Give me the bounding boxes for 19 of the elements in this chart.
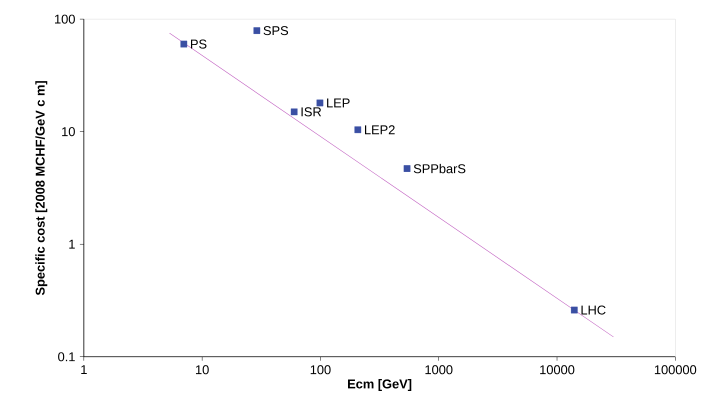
annotation: SPS: [264, 26, 288, 36]
annotation: ISR: [302, 107, 322, 116]
x-tick-label: 100: [310, 365, 331, 374]
x-axis-title: Ecm [GeV]: [348, 379, 412, 392]
annotation: LEP2: [364, 125, 395, 134]
y-axis-title: Specific cost [2008 MCHF/GeV c m]: [35, 81, 48, 296]
x-tick-label: 1000: [425, 365, 452, 374]
y-tick-label: 0.1: [58, 352, 75, 362]
y-tick-label: 10: [62, 127, 75, 136]
x-tick-label: 10000: [540, 365, 574, 374]
x-tick-label: 1: [81, 365, 87, 374]
annotation: PS: [190, 40, 206, 49]
x-tick-label: 100000: [654, 365, 696, 374]
annotation: LHC: [581, 306, 606, 315]
annotation: LEP: [327, 98, 350, 108]
x-tick-label: 10: [196, 365, 209, 374]
y-tick-label: 100: [55, 14, 75, 24]
y-tick-label: 1: [69, 240, 75, 249]
annotation: SPPbarS: [414, 164, 466, 174]
